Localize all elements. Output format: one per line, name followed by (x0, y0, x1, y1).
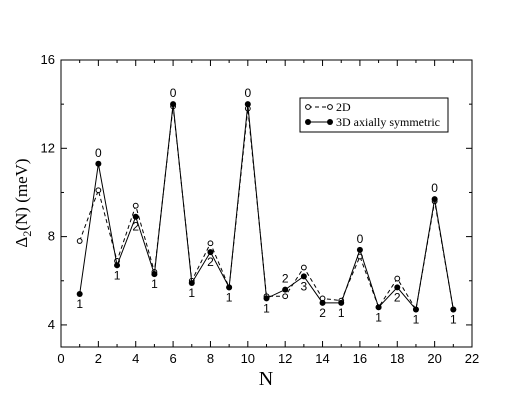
point-2d (394, 275, 401, 282)
point-3d (226, 284, 233, 291)
point-label: 1 (188, 286, 195, 300)
x-tick-label: 12 (278, 351, 292, 366)
point-3d (394, 284, 401, 291)
x-tick-label: 8 (207, 351, 214, 366)
point-3d (375, 304, 382, 311)
point-2d (95, 187, 102, 194)
point-label: 2 (282, 272, 289, 286)
x-tick-label: 14 (315, 351, 329, 366)
point-label: 2 (394, 290, 401, 304)
point-label: 1 (450, 312, 457, 326)
x-tick-label: 0 (57, 351, 64, 366)
legend: 2D 3D axially symmetric (299, 97, 449, 133)
point-2d (76, 238, 83, 244)
point-2d (207, 240, 214, 247)
point-3d (319, 299, 326, 306)
point-label: 0 (357, 232, 364, 246)
point-label: 2 (319, 306, 326, 320)
legend-label-3d: 3D axially symmetric (336, 115, 440, 129)
y-axis-title-subscript: 2 (20, 231, 34, 237)
point-label: 1 (375, 310, 382, 324)
x-tick-label: 18 (390, 351, 404, 366)
x-tick-label: 22 (465, 351, 479, 366)
point-3d (412, 306, 419, 313)
point-3d (244, 101, 251, 108)
point-label: 1 (114, 268, 121, 282)
y-tick-label: 12 (41, 140, 55, 155)
legend-marker-2d (305, 104, 311, 110)
point-3d (450, 306, 457, 313)
x-tick-label: 10 (241, 351, 255, 366)
point-3d (282, 286, 289, 293)
point-label: 1 (151, 277, 158, 291)
series-layer (76, 101, 457, 313)
point-label: 1 (76, 297, 83, 311)
legend-marker-2d (327, 104, 333, 110)
point-label: 1 (263, 301, 270, 315)
point-label: 2 (207, 255, 214, 269)
y-axis-title: Δ2(N) (meV) (12, 158, 34, 247)
legend-label-2d: 2D (336, 100, 351, 114)
point-3d (170, 101, 177, 108)
point-3d (300, 273, 307, 280)
point-3d (263, 295, 270, 302)
point-label: 0 (95, 146, 102, 160)
point-3d (431, 196, 438, 203)
legend-marker-3d (327, 119, 333, 125)
point-3d (95, 160, 102, 167)
legend-box (299, 97, 449, 133)
y-tick-label: 16 (41, 52, 55, 67)
point-3d (188, 279, 195, 286)
point-2d (282, 293, 289, 300)
point-label: 2 (132, 220, 139, 234)
x-tick-label: 20 (427, 351, 441, 366)
point-3d (356, 246, 363, 253)
y-axis-title-main: Δ (12, 237, 31, 248)
point-label: 0 (431, 181, 438, 195)
point-label: 1 (413, 312, 420, 326)
point-label: 0 (244, 86, 251, 100)
point-3d (132, 213, 139, 220)
point-3d (151, 271, 158, 278)
x-axis-title: N (259, 368, 273, 390)
point-2d (300, 264, 307, 271)
point-3d (338, 299, 345, 306)
point-3d (76, 291, 83, 298)
point-3d (207, 249, 214, 256)
legend-marker-3d (305, 119, 311, 125)
y-tick-label: 8 (48, 229, 55, 244)
point-label: 3 (301, 279, 308, 293)
x-tick-label: 4 (132, 351, 139, 366)
point-label: 1 (338, 306, 345, 320)
x-tick-label: 16 (353, 351, 367, 366)
y-tick-label: 4 (48, 317, 55, 332)
x-tick-label: 6 (169, 351, 176, 366)
point-2d (132, 202, 139, 209)
y-axis-title-rest: (N) (meV) (12, 158, 31, 230)
x-tick-label: 2 (95, 351, 102, 366)
point-label: 0 (170, 86, 177, 100)
point-3d (114, 262, 121, 269)
point-label: 1 (226, 290, 233, 304)
